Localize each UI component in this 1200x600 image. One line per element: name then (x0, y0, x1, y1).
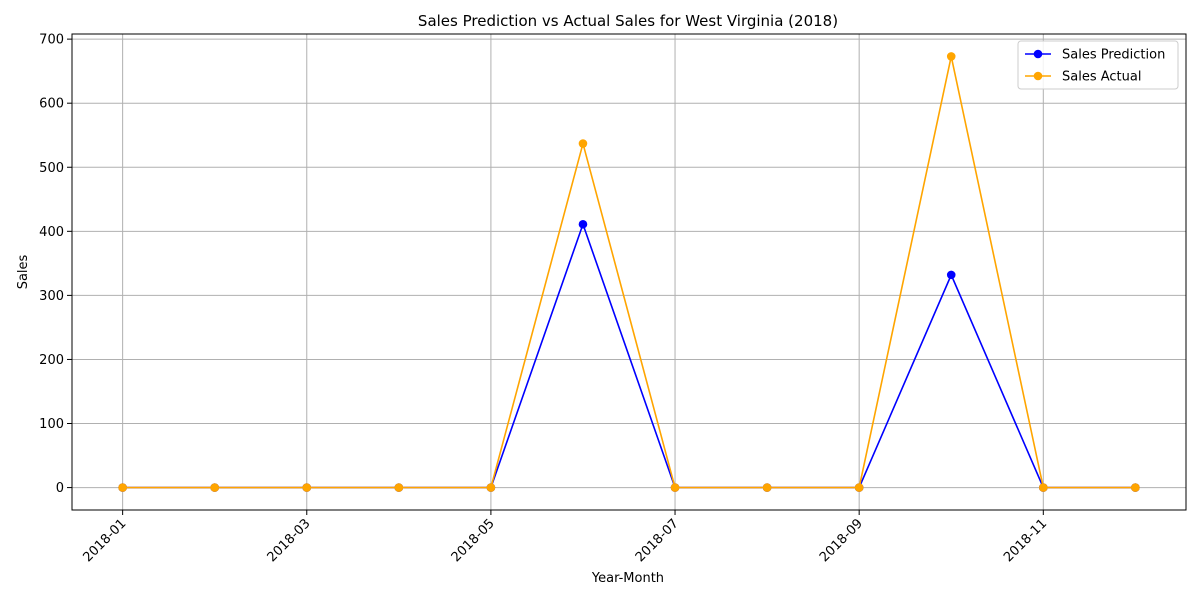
chart-title: Sales Prediction vs Actual Sales for Wes… (418, 12, 838, 30)
y-tick-label: 0 (56, 481, 64, 496)
data-point-sales-prediction (578, 219, 588, 229)
legend-marker-sales-actual (1033, 71, 1043, 81)
y-tick-label: 200 (39, 353, 64, 368)
data-point-sales-prediction (946, 270, 956, 280)
data-point-sales-actual (1131, 483, 1140, 492)
series-line-sales-prediction (122, 221, 1136, 489)
grid (72, 34, 1186, 510)
legend-box (1017, 40, 1179, 90)
data-point-sales-actual (1038, 483, 1048, 492)
x-tick-label: 2018-05 (449, 516, 498, 565)
y-tick-label: 500 (39, 161, 64, 176)
data-point-sales-actual (854, 483, 864, 492)
legend-marker-sales-prediction (1033, 49, 1043, 59)
legend-label-sales-prediction: Sales Prediction (1062, 48, 1165, 63)
x-tick-label: 2018-01 (80, 516, 129, 565)
x-tick-label: 2018-09 (817, 516, 866, 565)
legend-label-sales-actual: Sales Actual (1062, 70, 1141, 85)
series-line-sales-actual (122, 56, 1136, 489)
data-point-sales-actual (486, 483, 496, 492)
data-point-sales-actual (302, 483, 312, 492)
x-tick-label: 2018-03 (265, 516, 314, 565)
y-axis: 0 100 200 300 400 500 600 700 (39, 33, 72, 496)
data-point-sales-actual (394, 483, 404, 492)
series-group (118, 52, 1140, 492)
y-axis-label: Sales (16, 254, 31, 289)
data-point-sales-actual (578, 139, 588, 148)
y-tick-label: 400 (39, 225, 64, 240)
y-tick-label: 100 (39, 417, 64, 432)
data-point-sales-actual (210, 483, 220, 492)
data-point-sales-actual (118, 483, 127, 492)
x-tick-label: 2018-11 (1001, 516, 1050, 565)
plot-frame (71, 33, 1187, 511)
data-point-sales-actual (670, 483, 680, 492)
x-axis-label: Year-Month (591, 571, 664, 586)
x-axis: 2018-01 2018-03 2018-05 2018-07 2018-09 2018-… (80, 510, 1050, 565)
y-tick-label: 700 (39, 33, 64, 48)
legend: Sales Prediction Sales Actual (1017, 40, 1179, 90)
data-point-sales-actual (762, 483, 772, 492)
x-tick-label: 2018-07 (633, 516, 682, 565)
y-tick-label: 600 (39, 97, 64, 112)
y-tick-label: 300 (39, 289, 64, 304)
data-point-sales-actual (946, 52, 956, 61)
